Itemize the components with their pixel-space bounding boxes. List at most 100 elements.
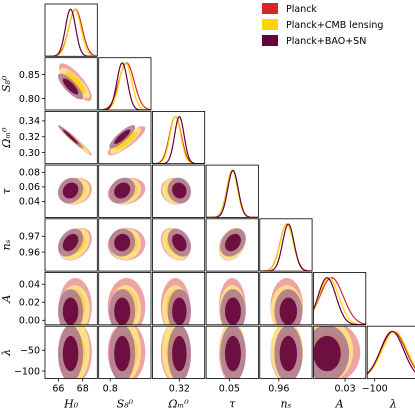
panel-S8-A bbox=[98, 272, 152, 326]
panel-frame bbox=[205, 272, 259, 326]
panel-H0-Om bbox=[44, 111, 98, 165]
x-axis-label-tau: τ bbox=[229, 398, 236, 411]
panel-H0-H0 bbox=[44, 3, 98, 57]
panel-S8-ns bbox=[98, 218, 152, 272]
contour-68-planck-bao-sn-H0-A bbox=[62, 297, 79, 325]
panel-H0-tau bbox=[44, 164, 98, 218]
y-tick-label-lambda: −50 bbox=[20, 346, 40, 357]
y-tick-label-A: 0.02 bbox=[19, 298, 40, 309]
panel-Om-Om bbox=[151, 111, 206, 165]
panel-tau-lambda bbox=[205, 325, 259, 379]
panel-frame bbox=[44, 164, 98, 218]
marginal-curve-planck-cmb-lensing-H0 bbox=[45, 8, 98, 57]
contour-68-planck-bao-sn-S8-lambda bbox=[114, 335, 131, 372]
marginal-curve-planck-bao-sn-S8 bbox=[98, 62, 151, 110]
marginal-curve-planck-tau bbox=[206, 169, 259, 218]
marginal-curve-planck-cmb-lensing-A bbox=[313, 277, 366, 325]
panel-A-lambda bbox=[313, 325, 367, 379]
x-axis-label-A: A bbox=[335, 398, 344, 411]
panel-frame bbox=[313, 325, 367, 379]
y-tick-label-Om: 0.34 bbox=[19, 116, 40, 127]
y-tick-label-A: 0.04 bbox=[19, 280, 40, 291]
panel-frame bbox=[98, 218, 152, 272]
x-tick-label-H0: 68 bbox=[77, 384, 89, 395]
y-tick-label-S8: 0.80 bbox=[19, 94, 40, 105]
panel-H0-ns bbox=[44, 218, 98, 272]
panel-S8-Om bbox=[98, 111, 152, 165]
x-tick-label-S8: 0.8 bbox=[103, 384, 118, 395]
contour-68-planck-bao-sn-Om-tau bbox=[172, 182, 187, 199]
contour-68-planck-bao-sn-H0-ns bbox=[62, 233, 79, 252]
panel-frame bbox=[44, 3, 98, 57]
x-axis-label-Om: Ωₘ⁰ bbox=[167, 398, 189, 411]
y-tick-label-lambda: −100 bbox=[14, 366, 40, 377]
x-axis-label-S8: S₈⁰ bbox=[117, 398, 134, 411]
contour-68-planck-bao-sn-H0-lambda bbox=[62, 335, 79, 372]
contour-68-planck-bao-sn-tau-A bbox=[225, 297, 241, 325]
panel-frame bbox=[44, 218, 98, 272]
legend-swatch-planck-bao-sn bbox=[262, 35, 278, 46]
panel-frame bbox=[151, 325, 206, 379]
marginal-curve-planck-cmb-lensing-lambda bbox=[367, 330, 415, 375]
x-tick-label-lambda: −100 bbox=[362, 384, 388, 395]
panel-H0-A bbox=[44, 272, 98, 326]
y-tick-label-tau: 0.08 bbox=[19, 168, 40, 179]
x-axis-label-ns: nₛ bbox=[281, 398, 292, 411]
panel-frame bbox=[259, 325, 313, 379]
x-tick-label-ns: 0.96 bbox=[268, 384, 289, 395]
marginal-curve-planck-A bbox=[313, 277, 366, 325]
panel-frame bbox=[98, 57, 152, 111]
marginal-curve-planck-bao-sn-tau bbox=[206, 169, 259, 218]
y-tick-label-ns: 0.96 bbox=[19, 247, 40, 258]
panel-frame bbox=[259, 218, 313, 272]
panel-lambda-lambda bbox=[366, 325, 415, 379]
contour-68-planck-bao-sn-S8-Om bbox=[114, 129, 131, 144]
contour-68-planck-bao-sn-tau-lambda bbox=[225, 335, 241, 372]
panel-Om-ns bbox=[151, 218, 206, 272]
y-tick-label-Om: 0.32 bbox=[19, 132, 40, 143]
y-tick-label-tau: 0.04 bbox=[19, 197, 40, 208]
panel-frame bbox=[44, 325, 98, 379]
y-axis-label-ns: nₛ bbox=[0, 239, 13, 250]
contour-68-planck-bao-sn-Om-ns bbox=[172, 233, 187, 252]
legend-swatch-planck bbox=[262, 3, 278, 14]
panel-frame bbox=[151, 218, 206, 272]
panel-ns-ns bbox=[259, 218, 313, 272]
legend-label-planck-bao-sn: Planck+BAO+SN bbox=[286, 36, 366, 47]
panel-S8-lambda bbox=[98, 325, 152, 379]
panel-frame bbox=[151, 111, 206, 165]
contour-68-planck-bao-sn-S8-ns bbox=[114, 233, 131, 252]
y-axis-label-tau: τ bbox=[0, 187, 13, 194]
panel-frame bbox=[44, 57, 98, 111]
y-axis-label-A: A bbox=[0, 295, 13, 304]
marginal-curve-planck-cmb-lensing-ns bbox=[259, 223, 313, 272]
panel-frame bbox=[313, 272, 367, 326]
panel-tau-tau bbox=[205, 164, 259, 218]
panel-S8-tau bbox=[98, 164, 152, 218]
panel-frame bbox=[44, 111, 98, 165]
contour-68-planck-bao-sn-tau-ns bbox=[225, 233, 241, 252]
panel-frame bbox=[98, 325, 152, 379]
y-tick-label-ns: 0.97 bbox=[19, 232, 40, 243]
contour-68-planck-cmb-lensing-S8-Om bbox=[116, 132, 136, 149]
marginal-curve-planck-bao-sn-A bbox=[313, 277, 366, 325]
panel-tau-ns bbox=[205, 218, 259, 272]
panel-frame bbox=[98, 164, 152, 218]
x-tick-label-A: 0.03 bbox=[334, 384, 355, 395]
panels: 0.800.85S₈⁰0.300.320.34Ωₘ⁰0.040.060.08τ0… bbox=[0, 3, 415, 411]
legend-swatch-planck-cmb-lensing bbox=[262, 19, 278, 30]
contour-68-planck-bao-sn-H0-S8 bbox=[62, 78, 79, 95]
y-tick-label-S8: 0.85 bbox=[19, 70, 40, 81]
contour-68-planck-bao-sn-Om-A bbox=[172, 297, 187, 325]
x-tick-label-tau: 0.05 bbox=[219, 384, 240, 395]
panel-H0-S8 bbox=[44, 57, 98, 111]
contour-68-planck-bao-sn-H0-tau bbox=[62, 182, 79, 199]
contour-68-planck-bao-sn-S8-tau bbox=[114, 182, 131, 199]
panel-ns-lambda bbox=[259, 325, 313, 379]
panel-frame bbox=[205, 218, 259, 272]
panel-frame bbox=[205, 325, 259, 379]
legend-label-planck-cmb-lensing: Planck+CMB lensing bbox=[286, 20, 383, 31]
y-tick-label-Om: 0.30 bbox=[19, 148, 40, 159]
panel-frame bbox=[366, 325, 415, 379]
